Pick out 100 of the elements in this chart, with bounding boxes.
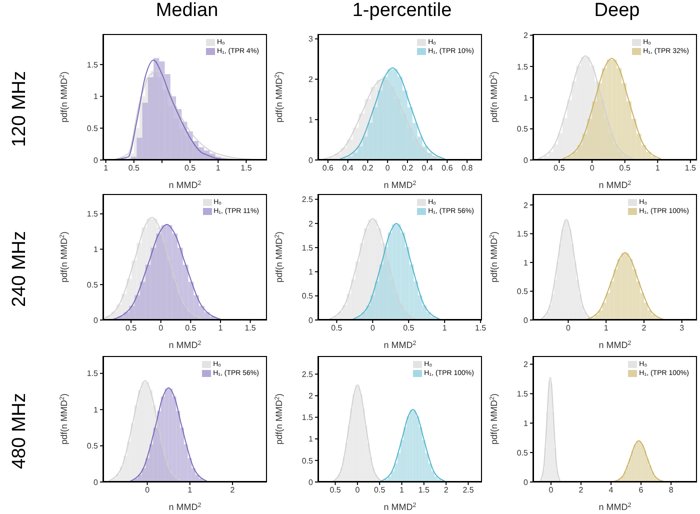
x-tick-label: 0	[548, 486, 554, 495]
y-tick-label: 0.5	[86, 280, 99, 290]
y-tick-label: 1	[94, 245, 99, 254]
x-tick-label: 1.5	[240, 164, 252, 173]
x-tick-label: 2.5	[462, 486, 474, 495]
x-axis-title: n MMD$^{2}$	[168, 502, 202, 512]
x-tick-label: 0.6	[442, 164, 454, 173]
y-tick-label: 0	[94, 316, 99, 325]
y-tick-label: 2	[308, 219, 314, 228]
y-tick-label: 0	[308, 478, 314, 487]
y-tick-label: 1	[94, 92, 99, 102]
y-tick-label: 1	[524, 93, 529, 102]
x-tick-label: 0.5	[554, 164, 566, 173]
y-tick-label: 1.5	[86, 210, 99, 219]
x-tick-label: 1.5	[418, 486, 430, 495]
y-tick-label: 0	[524, 478, 529, 487]
y-tick-label: 1	[524, 418, 529, 428]
y-tick-label: 1.5	[302, 243, 314, 252]
chart-title: 1-percentile	[351, 0, 453, 22]
x-tick-label: 1	[655, 164, 660, 173]
x-tick-label: 0.8	[462, 164, 474, 173]
y-tick-label: 0.5	[516, 448, 529, 458]
y-tick-label: 0	[308, 316, 314, 325]
x-tick-label: 2	[642, 324, 647, 333]
y-tick-label: 1.5	[86, 60, 99, 70]
y-tick-label: 2	[524, 200, 529, 210]
x-tick-label: 1.5	[244, 324, 256, 333]
x-tick-label: 0	[566, 324, 571, 333]
y-tick-label: 1.5	[516, 390, 529, 399]
y-tick-label: 2.5	[302, 195, 314, 204]
x-tick-label: 0.2	[402, 164, 414, 173]
y-tick-label: 0.5	[86, 124, 99, 134]
x-axis-title: n MMD$^{2}$	[168, 180, 202, 190]
y-tick-label: 0.5	[86, 442, 99, 451]
x-axis-title: n MMD$^{2}$	[384, 340, 417, 350]
y-tick-label: 2	[308, 75, 314, 84]
x-axis-title: n MMD$^{2}$	[598, 502, 632, 512]
y-tick-label: 0.5	[516, 287, 529, 296]
x-tick-label: 0	[145, 486, 150, 495]
x-axis-title: n MMD$^{2}$	[168, 340, 202, 350]
y-tick-label: 0	[94, 156, 99, 165]
x-tick-label: 0.5	[374, 486, 386, 495]
y-tick-label: 1.5	[516, 62, 529, 72]
y-tick-label: 1	[524, 258, 529, 268]
x-tick-label: 0.5	[403, 324, 415, 333]
x-axis-title: n MMD$^{2}$	[384, 180, 417, 190]
x-tick-label: 0.5	[330, 486, 342, 495]
y-tick-label: 2.5	[302, 370, 314, 379]
x-tick-label: 0	[370, 324, 376, 333]
y-tick-label: 0	[94, 478, 99, 487]
x-tick-label: 1	[104, 164, 109, 173]
x-axis-title: n MMD$^{2}$	[598, 340, 632, 350]
x-tick-label: 3	[680, 324, 685, 333]
x-tick-label: 1	[442, 324, 448, 333]
x-tick-label: 0.4	[342, 164, 354, 173]
x-tick-label: 0.5	[185, 324, 197, 333]
text: 240 MHz	[9, 230, 31, 310]
x-tick-label: 0.2	[362, 164, 374, 173]
x-axis-title: n MMD$^{2}$	[384, 502, 417, 512]
y-tick-label: 1.5	[516, 230, 529, 239]
x-tick-label: 0.5	[128, 164, 140, 173]
chart-title: Median	[154, 0, 220, 22]
x-tick-label: 8	[668, 486, 674, 495]
x-tick-label: 2	[230, 486, 236, 495]
y-tick-label: 3	[308, 34, 314, 44]
y-tick-label: 1.5	[86, 369, 99, 378]
x-tick-label: 1	[400, 486, 405, 495]
x-tick-label: 0.5	[331, 324, 343, 333]
x-tick-label: 0.6	[322, 164, 334, 173]
x-tick-label: 0	[385, 164, 390, 173]
y-tick-label: 0	[308, 156, 314, 165]
x-axis-title: n MMD$^{2}$	[598, 180, 632, 190]
text: 480 MHz	[9, 392, 31, 472]
x-tick-label: 0.5	[184, 164, 196, 173]
x-tick-label: 1	[216, 164, 221, 173]
x-tick-label: 2	[578, 486, 584, 495]
y-tick-label: 1	[308, 268, 314, 277]
y-tick-label: 2	[524, 31, 529, 40]
x-tick-label: 0	[355, 486, 360, 495]
y-tick-label: 2	[308, 392, 314, 401]
x-tick-label: 1.5	[684, 164, 697, 173]
y-tick-label: 1	[308, 115, 314, 124]
y-tick-label: 0	[524, 316, 529, 325]
y-tick-label: 0.5	[302, 456, 314, 466]
x-tick-label: 0	[158, 324, 164, 333]
text: 120 MHz	[9, 70, 31, 150]
y-tick-label: 0.5	[516, 124, 529, 134]
x-tick-label: 1	[188, 486, 193, 495]
y-tick-label: 1.5	[302, 413, 314, 422]
x-tick-label: 4	[608, 486, 614, 495]
x-tick-label: 6	[638, 486, 644, 495]
x-tick-label: 2	[444, 486, 449, 495]
x-tick-label: 0.4	[422, 164, 434, 173]
x-tick-label: 1	[604, 324, 609, 333]
x-tick-label: 1.5	[475, 324, 487, 333]
y-tick-label: 1	[94, 405, 99, 414]
y-tick-label: 2	[524, 360, 529, 370]
x-tick-label: 0.5	[125, 324, 138, 333]
x-tick-label: 0.5	[619, 164, 631, 173]
y-tick-label: 1	[308, 434, 314, 444]
